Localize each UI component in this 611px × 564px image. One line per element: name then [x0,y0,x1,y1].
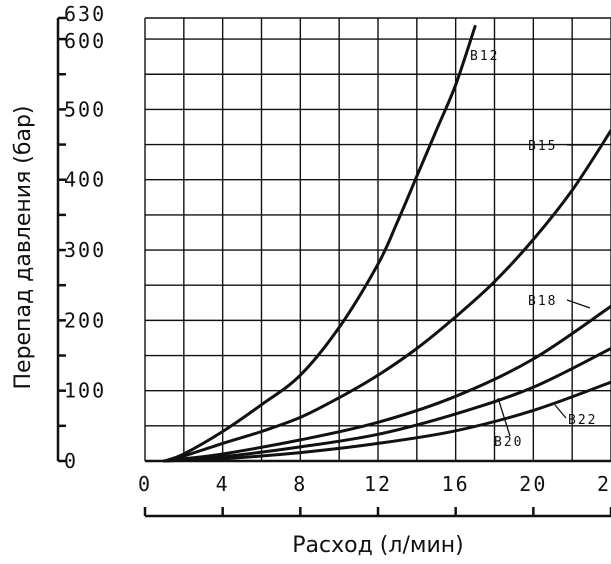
y-tick-label: 300 [64,238,106,262]
series-label-b18: B18 [528,294,557,309]
series-curve-b22 [162,380,611,463]
label-leaders [497,144,598,437]
y-tick-label: 400 [64,168,106,192]
leader-line [497,397,511,437]
y-minor-ticks [58,16,66,463]
series-label-b22: B22 [568,413,597,428]
series-labels: B12 B15 B18 B20 B22 [470,49,597,450]
leader-line [554,404,567,419]
x-axis-title: Расход (л/мин) [292,533,463,558]
y-axis-title: Перепад давления (бар) [11,106,36,390]
series-label-b20: B20 [494,435,523,450]
x-tick-labels: 0 4 8 12 16 20 24 [138,472,611,496]
leader-line [566,299,591,309]
x-tick-label: 0 [138,472,152,496]
x-tick-label: 16 [442,472,470,496]
series-curve-b12 [162,24,477,463]
series-curve-b15 [162,129,611,463]
series-label-b12: B12 [470,49,499,64]
y-tick-label: 0 [64,449,78,473]
x-tick-label: 12 [364,472,392,496]
series-curve-b20 [162,347,611,463]
series-curves [162,24,611,463]
y-tick-label: 630 [64,2,106,26]
x-tick-label: 8 [293,472,307,496]
x-tick-label: 24 [597,472,611,496]
y-tick-label: 200 [64,308,106,332]
y-tick-label: 500 [64,97,106,121]
y-tick-labels: 0 100 200 300 400 500 600 630 [64,2,106,473]
y-tick-label: 100 [64,379,106,403]
y-tick-label: 600 [64,29,106,53]
x-axis-bracket [143,507,611,518]
series-label-b15: B15 [528,139,557,154]
x-tick-label: 20 [519,472,547,496]
grid-lines [144,17,611,461]
x-tick-label: 4 [216,472,230,496]
